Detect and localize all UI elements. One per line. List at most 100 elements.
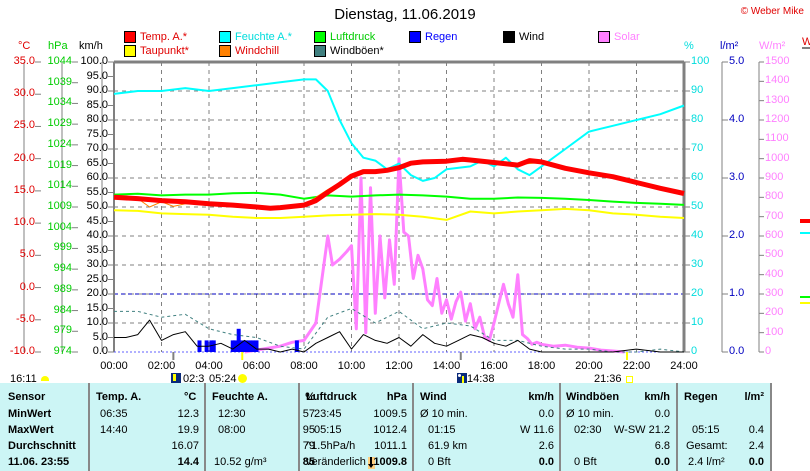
legend-swatch xyxy=(124,45,136,57)
solar-unit-label: W/m² xyxy=(759,40,786,52)
series-line-taupunkt xyxy=(113,207,685,221)
rain-current: 0.0 xyxy=(748,456,764,468)
moon-phase-time: 14:38 xyxy=(467,373,495,385)
humidity-tick-label: 90 xyxy=(691,84,704,96)
wind-avg-label: Ø 10 min. xyxy=(420,408,468,420)
pressure-tick-label: 984 xyxy=(53,303,72,316)
legend-label: Feuchte A.* xyxy=(235,31,292,43)
humidity-tick-label: 20 xyxy=(691,287,704,299)
wind-tick-label: 70.0 xyxy=(86,142,108,154)
moon-phase-icon xyxy=(457,373,467,383)
rain-bar xyxy=(240,340,245,352)
rain-tick-label: 2.0 xyxy=(729,229,745,241)
solar-tick-label: 1200 xyxy=(765,113,790,125)
offscreen-axis-marker xyxy=(802,47,810,49)
wind-tick-label: 20.0 xyxy=(86,287,108,299)
wind-tick-label: 55.0 xyxy=(86,185,108,198)
temp-unit: °C xyxy=(184,391,197,403)
pressure-tick-label: 999 xyxy=(53,241,72,254)
temp-max-time: 14:40 xyxy=(100,424,128,436)
series-line-solar xyxy=(244,157,625,354)
legend-swatch xyxy=(124,31,136,43)
x-tick-label: 18:00 xyxy=(527,360,556,372)
wind-tick-label: 60.0 xyxy=(86,171,108,183)
separator xyxy=(88,383,90,471)
rain-total: 2.4 xyxy=(748,440,764,452)
rain-tick-label: 4.0 xyxy=(729,113,745,125)
temp-min: 12.3 xyxy=(177,408,199,420)
temp-tick-label: 5.0 xyxy=(19,248,35,261)
wind-tick-label: 75.0 xyxy=(86,127,108,140)
legend-item: Windböen* xyxy=(314,45,384,57)
separator xyxy=(412,383,414,471)
series-line-wind xyxy=(114,319,684,353)
offscreen-humidity-indicator xyxy=(800,232,810,234)
separator xyxy=(298,383,300,471)
temp-tick-label: 25.0 xyxy=(13,119,35,132)
legend-item: Wind xyxy=(503,31,544,43)
separator xyxy=(204,383,206,471)
stats-table xyxy=(0,383,770,471)
offscreen-dewpoint-indicator xyxy=(800,302,810,304)
solar-tick-label: 900 xyxy=(765,171,784,183)
rain-current-total: 2.4 l/m² xyxy=(688,456,725,468)
x-tick-label: 14:00 xyxy=(432,360,461,372)
pressure-unit-label: hPa xyxy=(48,40,68,52)
rain-total-label: Gesamt: xyxy=(686,440,728,452)
temp-tick-label: 15.0 xyxy=(13,183,35,196)
humidity-max-time: 08:00 xyxy=(218,424,246,436)
rain-unit: l/m² xyxy=(744,391,764,403)
pressure-tick-label: 994 xyxy=(53,262,72,275)
wind-max: W 11.6 xyxy=(519,424,554,436)
legend-item: Feuchte A.* xyxy=(219,31,292,43)
row-label-avg: Durchschnitt xyxy=(8,440,76,452)
rain-bar xyxy=(233,340,238,352)
wind-tick-label: 90.0 xyxy=(86,84,108,96)
rain-bar xyxy=(243,340,248,352)
moonset-time: 16:11 xyxy=(10,373,37,385)
wind-tick-label: 25.0 xyxy=(86,272,108,285)
pressure-tick-label: 1039 xyxy=(47,75,72,88)
gust-max-time: 02:30 xyxy=(574,424,602,436)
gust-avg10: 0.0 xyxy=(654,408,670,420)
humidity-tick-label: 70 xyxy=(691,142,704,154)
separator xyxy=(676,383,678,471)
copyright: © Weber Mike xyxy=(740,6,804,17)
rain-bar xyxy=(211,340,216,352)
solar-tick-label: 1500 xyxy=(765,55,790,67)
temp-min-time: 06:35 xyxy=(100,408,128,420)
humidity-current: 85 xyxy=(302,456,315,468)
wind-distance: 61.9 km xyxy=(428,440,468,452)
humidity-min: 57 xyxy=(302,408,315,420)
solar-tick-label: 1300 xyxy=(765,93,790,106)
temp-avg: 16.07 xyxy=(171,440,199,452)
temp-tick-label: -10.0 xyxy=(9,345,35,357)
gust-bft: 0 Bft xyxy=(574,456,597,468)
legend-item: Temp. A.* xyxy=(124,31,187,43)
solar-tick-label: 1100 xyxy=(765,132,789,145)
separator xyxy=(559,383,561,471)
x-tick-label: 08:00 xyxy=(290,360,318,372)
offscreen-temp-indicator xyxy=(800,219,810,223)
legend-label: Luftdruck xyxy=(330,31,376,43)
row-label-sensor: Sensor xyxy=(8,391,46,403)
pressure-tick-label: 1034 xyxy=(47,96,72,109)
series-line-tempa xyxy=(113,156,685,211)
gust-avg-label: Ø 10 min. xyxy=(566,408,614,420)
legend-swatch xyxy=(314,45,326,57)
humidity-max: 95 xyxy=(302,424,315,436)
solar-tick-label: 100 xyxy=(765,325,784,338)
temp-tick-label: 0.0 xyxy=(19,280,35,293)
wind-tick-label: 40.0 xyxy=(86,229,108,241)
sunrise-time: 05:24 xyxy=(209,373,237,385)
rain-header: Regen xyxy=(684,391,718,403)
rain-tick-label: 1.0 xyxy=(729,287,745,299)
temp-tick-label: 30.0 xyxy=(13,87,35,100)
row-label-min: MinWert xyxy=(8,408,52,420)
legend-swatch xyxy=(598,31,610,43)
legend-item: Solar xyxy=(598,31,640,43)
x-tick-label: 10:00 xyxy=(337,360,366,372)
moonrise-icon xyxy=(171,373,181,383)
wind-tick-label: 35.0 xyxy=(86,243,108,256)
pressure-avg: 1011.1 xyxy=(374,440,407,452)
